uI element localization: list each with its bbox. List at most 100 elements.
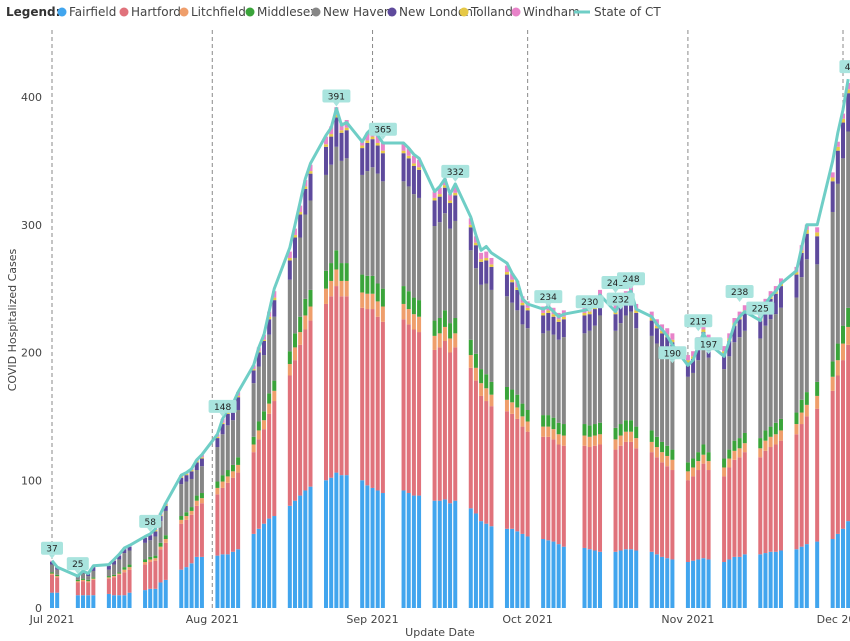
bar-segment-new-haven [732, 342, 737, 441]
bar-segment-hartford [551, 439, 556, 542]
y-tick-label: 300 [21, 219, 42, 232]
bar-segment-new-haven [634, 328, 639, 427]
bar-segment-new-london [520, 305, 525, 325]
bar-segment-new-london [334, 117, 339, 147]
bar-segment-middlesex [794, 412, 799, 425]
bar-segment-hartford [763, 450, 768, 554]
bar-segment-new-haven [598, 315, 603, 423]
bar-stack [634, 303, 639, 608]
bar-stack [91, 565, 96, 608]
bar-segment-middlesex [623, 420, 628, 432]
bar-segment-tolland [515, 287, 520, 290]
bar-stack [515, 280, 520, 608]
bar-segment-litchfield [468, 355, 473, 368]
bar-segment-middlesex [732, 440, 737, 451]
bar-segment-new-haven [91, 570, 96, 578]
bar-segment-hartford [106, 578, 111, 594]
callout-label: 391 [322, 89, 351, 107]
bar-segment-new-haven [117, 559, 122, 573]
bar-segment-new-haven [468, 250, 473, 340]
bar-segment-new-london [220, 424, 225, 435]
bar-segment-new-london [525, 310, 530, 329]
callout-label: 197 [694, 337, 723, 355]
bar-segment-tolland [375, 142, 380, 146]
bar-segment-hartford [287, 375, 292, 506]
bar-segment-litchfield [122, 569, 127, 573]
bar-segment-litchfield [106, 577, 111, 579]
bar-segment-middlesex [587, 425, 592, 437]
bar-stack [55, 567, 60, 608]
bar-segment-windham [768, 291, 773, 297]
legend-item-middlesex: Middlesex [245, 5, 317, 19]
bar-stack [510, 273, 515, 608]
bar-segment-new-haven [287, 279, 292, 352]
callout-label: 190 [658, 346, 687, 364]
bar-segment-tolland [504, 272, 509, 275]
bar-segment-hartford [758, 457, 763, 555]
legend-label: Middlesex [257, 5, 317, 19]
bar-segment-tolland [261, 339, 266, 341]
bar-stack [846, 82, 850, 608]
bar-segment-windham [727, 333, 732, 339]
legend-item-tolland: Tolland [459, 5, 513, 19]
bar-segment-fairfield [468, 508, 473, 608]
bar-stack [365, 132, 370, 608]
bar-segment-tolland [324, 144, 329, 147]
bar-stack [225, 408, 230, 608]
bar-segment-hartford [199, 503, 204, 557]
bar-segment-hartford [778, 440, 783, 551]
bar-stack [106, 564, 111, 608]
bar-segment-new-london [541, 315, 546, 334]
bar-segment-hartford [546, 436, 551, 541]
bar-segment-middlesex [654, 436, 659, 448]
bar-segment-new-london [453, 195, 458, 221]
bar-segment-hartford [613, 449, 618, 552]
bar-segment-litchfield [442, 326, 447, 341]
bar-segment-windham [691, 351, 696, 357]
bar-segment-litchfield [618, 435, 623, 446]
callout-value: 248 [622, 275, 639, 285]
bar-segment-new-london [815, 236, 820, 265]
bar-segment-middlesex [665, 445, 670, 456]
bar-segment-fairfield [618, 550, 623, 608]
legend-item-litchfield: Litchfield [179, 5, 246, 19]
bar-segment-fairfield [592, 550, 597, 608]
bar-segment-hartford [846, 344, 850, 522]
bar-segment-middlesex [117, 572, 122, 574]
bar-segment-litchfield [665, 455, 670, 467]
bar-segment-litchfield [303, 315, 308, 330]
callout-label: 230 [575, 295, 604, 313]
bar-segment-new-haven [298, 237, 303, 317]
callout-value: 332 [447, 168, 464, 178]
bar-segment-new-london [587, 314, 592, 331]
bar-segment-windham [292, 228, 297, 235]
bar-segment-middlesex [778, 418, 783, 431]
bar-segment-hartford [360, 307, 365, 481]
bar-stack [230, 403, 235, 608]
bar-segment-litchfield [375, 301, 380, 317]
bar-segment-tolland [370, 136, 375, 140]
bar-segment-middlesex [406, 291, 411, 310]
bar-segment-fairfield [406, 493, 411, 608]
bar-segment-tolland [380, 150, 385, 154]
bar-segment-fairfield [701, 558, 706, 608]
bar-segment-hartford [375, 316, 380, 491]
bar-segment-litchfield [370, 293, 375, 310]
bar-segment-litchfield [215, 487, 220, 495]
bar-segment-windham [401, 142, 406, 151]
callout-bubble [139, 514, 162, 528]
bar-segment-tolland [654, 325, 659, 329]
bar-segment-fairfield [308, 486, 313, 608]
bar-segment-fairfield [225, 554, 230, 608]
bar-segment-hartford [189, 514, 194, 564]
bar-segment-fairfield [303, 490, 308, 608]
bar-segment-new-london [287, 260, 292, 280]
bar-segment-litchfield [778, 430, 783, 441]
bar-stack [598, 289, 603, 608]
bar-segment-fairfield [360, 480, 365, 608]
bar-segment-middlesex [55, 574, 60, 577]
bar-segment-middlesex [417, 300, 422, 317]
bar-segment-new-haven [778, 307, 783, 419]
bar-stack [758, 312, 763, 608]
bar-segment-litchfield [846, 326, 850, 345]
